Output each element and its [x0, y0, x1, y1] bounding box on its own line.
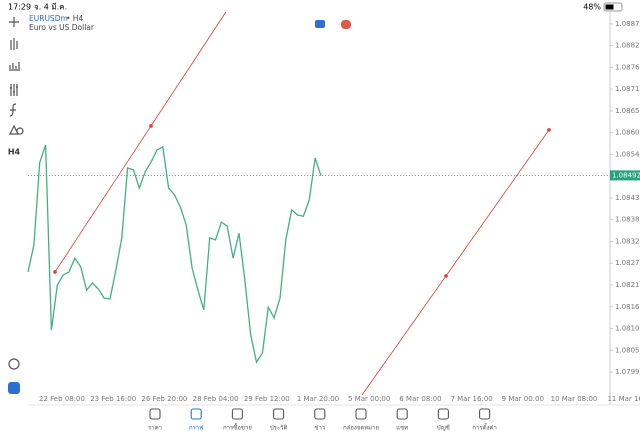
tab-label[interactable]: บัญชี	[437, 424, 450, 432]
y-tick-label: 1.08105	[615, 325, 640, 333]
tab-icon[interactable]	[479, 408, 491, 420]
tab-label[interactable]: กล่องจดหมาย	[343, 425, 379, 432]
y-tick-label: 1.08215	[615, 281, 640, 289]
volume-tool[interactable]	[9, 62, 20, 71]
tab-label[interactable]: แชท	[396, 425, 408, 432]
trend-line	[361, 129, 550, 396]
y-tick-label: 1.08435	[615, 194, 640, 202]
trend-anchor	[53, 270, 57, 274]
y-tick-label: 1.08820	[615, 42, 640, 50]
tab-icon[interactable]	[437, 408, 449, 420]
battery-icon	[603, 2, 623, 12]
y-tick-label: 1.08765	[615, 63, 640, 71]
x-tick-label: 22 Feb 08:00	[39, 395, 85, 403]
x-tick-label: 29 Feb 12:00	[244, 395, 290, 403]
symbol-timeframe: • H4	[66, 14, 83, 23]
y-tick-label: 1.08325	[615, 237, 640, 245]
y-tick-label: 1.08545	[615, 150, 640, 158]
y-tick-label: 1.08380	[615, 216, 640, 224]
current-price-box	[610, 170, 640, 181]
x-tick-label: 10 Mar 08:00	[551, 395, 598, 403]
tab-icon[interactable]	[190, 408, 202, 420]
left-toolbar	[8, 17, 24, 370]
status-date: จ. 4 มี.ค.	[34, 3, 67, 12]
tab-icon[interactable]	[273, 408, 285, 420]
y-tick-label: 1.08050	[615, 346, 640, 354]
status-battery: 48%	[583, 3, 601, 12]
symbol-name: EURUSDm	[29, 14, 68, 23]
x-tick-label: 23 Feb 16:00	[90, 395, 136, 403]
trade-icon-buy[interactable]	[315, 20, 325, 28]
chart-type-tool[interactable]	[10, 38, 18, 50]
y-tick-label: 1.08875	[615, 20, 640, 28]
tab-icon[interactable]	[396, 408, 408, 420]
x-tick-label: 7 Mar 16:00	[450, 395, 492, 403]
symbol-description: Euro vs US Dollar	[29, 23, 95, 32]
y-tick-label: 1.08600	[615, 129, 640, 137]
x-tick-label: 5 Mar 00:00	[348, 395, 390, 403]
price-line	[27, 144, 322, 364]
timeframe-button[interactable]: H4	[8, 148, 21, 157]
function-tool[interactable]	[9, 103, 17, 117]
tab-label[interactable]: กราฟ	[189, 425, 203, 432]
trend-anchor	[547, 128, 551, 132]
tab-label[interactable]: ราคา	[148, 425, 162, 432]
tab-icon[interactable]	[149, 408, 161, 420]
x-tick-label: 11 Mar 16	[607, 395, 640, 403]
current-price-label: 1.08492	[612, 171, 640, 179]
trend-anchor	[149, 124, 153, 128]
tab-label[interactable]: ข่าว	[314, 425, 325, 432]
tab-icon[interactable]	[355, 408, 367, 420]
x-tick-label: 26 Feb 20:00	[141, 395, 187, 403]
trend-line	[54, 11, 227, 273]
indicators-tool[interactable]	[10, 84, 18, 96]
trade-icon-sell[interactable]	[341, 20, 351, 29]
objects-tool[interactable]	[9, 124, 24, 135]
y-tick-label: 1.08270	[615, 259, 640, 267]
tab-label[interactable]: การซื้อขาย	[223, 422, 252, 432]
trend-anchor	[444, 274, 448, 278]
tab-icon[interactable]	[231, 408, 243, 420]
y-tick-label: 1.08710	[615, 85, 640, 93]
battery-level	[605, 4, 614, 10]
tab-label[interactable]: การตั้งค่า	[472, 422, 496, 432]
crosshair-tool[interactable]	[9, 17, 19, 27]
x-tick-label: 28 Feb 04:00	[193, 395, 239, 403]
tab-icon[interactable]	[314, 408, 326, 420]
app-icon[interactable]	[8, 382, 20, 394]
y-tick-label: 1.07995	[615, 368, 640, 376]
tab-label[interactable]: ประวัติ	[270, 425, 288, 432]
y-tick-label: 1.08655	[615, 107, 640, 115]
analysis-tool[interactable]	[8, 358, 20, 370]
x-tick-label: 1 Mar 20:00	[297, 395, 339, 403]
status-time: 17:29	[8, 3, 31, 12]
y-tick-label: 1.08160	[615, 303, 640, 311]
x-tick-label: 6 Mar 08:00	[399, 395, 441, 403]
x-tick-label: 9 Mar 00:00	[502, 395, 544, 403]
